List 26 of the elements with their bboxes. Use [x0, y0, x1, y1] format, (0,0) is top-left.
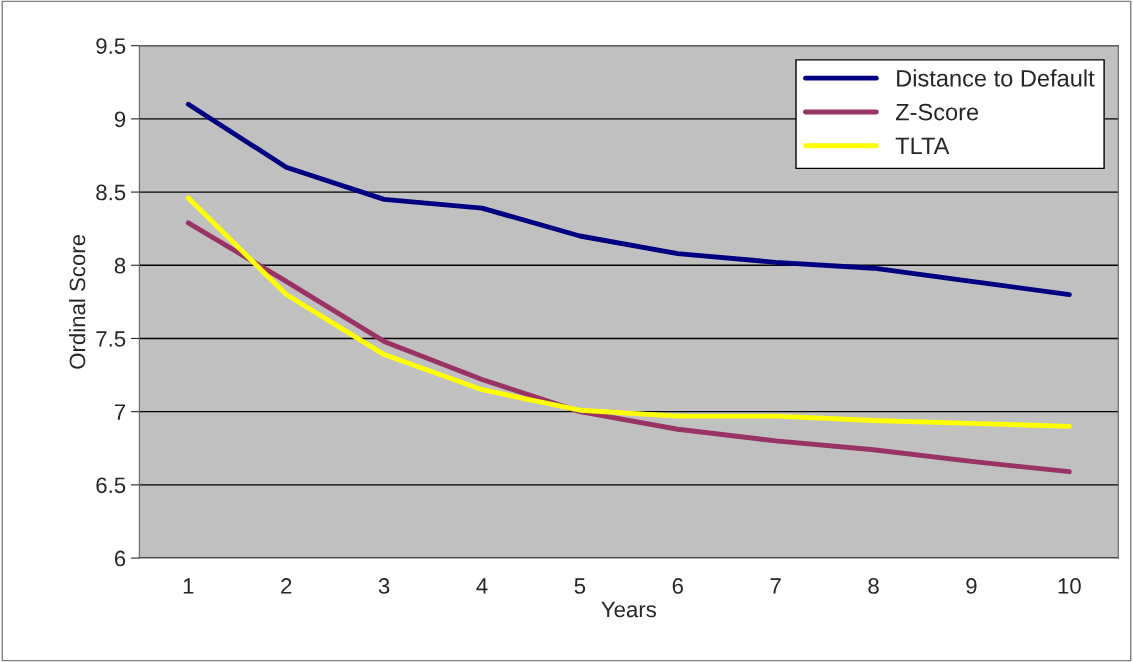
x-tick-label: 1 — [183, 578, 194, 594]
x-tick-label: 5 — [574, 578, 586, 594]
y-tick-label: 8 — [114, 257, 126, 274]
x-tick-label: 2 — [281, 578, 292, 594]
x-tick-label: 6 — [672, 578, 683, 594]
y-tick-label: 9.5 — [96, 38, 126, 54]
y-tick-label: 7 — [114, 404, 126, 420]
x-tick-label: 9 — [966, 578, 977, 594]
legend-label: Z-Score — [895, 103, 979, 121]
x-tick-label: 4 — [476, 578, 488, 594]
y-axis-title: Ordinal Score — [69, 234, 86, 369]
line-series — [185, 220, 1072, 475]
y-tick-label: 9 — [114, 111, 126, 128]
y-tick-label: 6 — [114, 550, 126, 567]
x-tick-label: 7 — [770, 578, 781, 594]
x-tick-label: 8 — [868, 578, 879, 594]
y-tick-label: 6.5 — [96, 477, 126, 494]
x-axis-title: Years — [601, 601, 657, 618]
legend-label: TLTA — [895, 137, 950, 155]
x-tick-label: 10 — [1058, 578, 1081, 594]
legend-label: Distance to Default — [897, 69, 1095, 87]
line-series — [185, 101, 1072, 297]
line-series — [185, 195, 1072, 429]
y-tick-label: 7.5 — [96, 331, 126, 347]
y-tick-label: 8.5 — [96, 184, 126, 201]
x-tick-label: 3 — [378, 578, 390, 594]
